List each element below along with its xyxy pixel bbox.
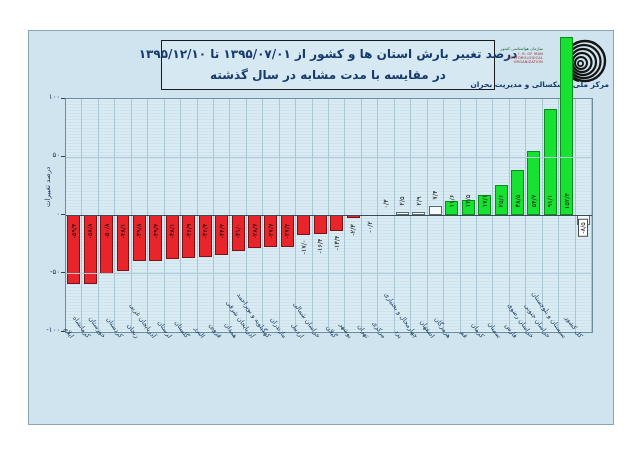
bar-value-label: -۳۶/۴ bbox=[201, 223, 210, 239]
plot-area: -۵۹/۴ ایلام -۵۸/۸ کرمانشاه -۵۰/۸ خوزستان -۴۸/۱… bbox=[62, 37, 593, 340]
bar-value-label: -۴۸/۱ bbox=[119, 223, 128, 239]
x-tick-label: یزد bbox=[392, 328, 404, 340]
bar bbox=[461, 200, 475, 215]
bar-value-label: ۲/۹ bbox=[414, 196, 423, 206]
y-tick-label: -۱۰۰ bbox=[46, 326, 60, 334]
y-tick-mark bbox=[61, 330, 65, 332]
bar-value-label: ۱۱/۶ bbox=[447, 194, 456, 208]
bar-value-label: -۵۰/۸ bbox=[102, 223, 111, 239]
y-tick-mark bbox=[61, 214, 65, 215]
logo-small-en2: METEOROLOGICAL bbox=[507, 55, 543, 60]
bar bbox=[478, 195, 492, 215]
logo-caption: مرکز ملی خشکسالی و مدیریت بحران bbox=[470, 80, 609, 89]
organization-logo: سازمان هواشناسی کشور I. R. OF IRAN METEO… bbox=[484, 37, 609, 95]
bar bbox=[297, 215, 311, 235]
y-axis-title: درصد تغییرات bbox=[44, 166, 52, 207]
bar bbox=[395, 212, 409, 215]
bar-value-label: ۱۲/۵ bbox=[464, 194, 473, 208]
x-tick-label: همدان bbox=[223, 320, 240, 340]
bar-value-label: ۱۵۲/۴ bbox=[562, 192, 571, 210]
bar bbox=[445, 201, 459, 215]
y-tick-mark bbox=[61, 155, 65, 157]
y-tick-label: ۱۰۰ bbox=[48, 93, 60, 101]
bar-value-label: -۲/۳ bbox=[349, 223, 358, 236]
bar-value-label: -۳۹/۴ bbox=[151, 223, 160, 239]
chart-title-box: درصد تغییر بارش استان ها و کشور از ۱۳۹۵/… bbox=[139, 40, 517, 90]
x-tick-label: البرز bbox=[193, 324, 207, 340]
bar bbox=[330, 215, 344, 231]
x-tick-label: زنجان bbox=[125, 321, 141, 340]
x-tick-label: قم bbox=[458, 328, 470, 340]
bar-value-label: -۳۹/۸ bbox=[135, 223, 144, 239]
chart-title-line1: درصد تغییر بارش استان ها و کشور از ۱۳۹۵/… bbox=[138, 47, 518, 61]
logo-small-en3: ORGANIZATION bbox=[513, 59, 543, 64]
y-tick-label: ۰ bbox=[56, 209, 60, 218]
x-tick-label: کرمان bbox=[469, 321, 487, 340]
bar-value-label: ۱۷/۱ bbox=[480, 194, 489, 208]
spiral-logo-icon bbox=[563, 39, 607, 83]
bar bbox=[494, 185, 508, 215]
bar-value-label: ۳۸/۵ bbox=[513, 194, 522, 208]
y-tick-label: -۵۰ bbox=[49, 267, 60, 276]
bar-value-label: -۱۶/۴ bbox=[316, 238, 325, 254]
logo-small-en1: I. R. OF IRAN bbox=[518, 51, 543, 56]
bar-value-label: -۱۷/۰ bbox=[299, 239, 308, 255]
x-tick-label: تهران bbox=[355, 322, 372, 340]
bar-value-label: -۵۹/۴ bbox=[69, 223, 78, 239]
x-tick-label: ایلام bbox=[62, 325, 76, 340]
bar-value-label: -۳۴/۲ bbox=[217, 223, 226, 239]
y-tick-mark bbox=[61, 97, 65, 99]
bar bbox=[511, 170, 524, 215]
bar-value-label: -۲۸/۷ bbox=[250, 223, 259, 239]
bar-value-label: -۸/۵ bbox=[578, 219, 589, 237]
x-tick-label: گیلان bbox=[323, 323, 339, 340]
bar-value-label: ۲/۵ bbox=[398, 196, 407, 206]
zero-axis-line bbox=[66, 215, 592, 216]
bar-value-label: -۲۷/۲ bbox=[283, 223, 292, 239]
bar-value-label: -۵۸/۸ bbox=[86, 223, 95, 239]
x-tick-label: بوشهر bbox=[338, 320, 355, 340]
bar bbox=[527, 151, 541, 215]
bar-value-label: ۷/۴ bbox=[431, 190, 440, 200]
y-tick-label: ۵۰ bbox=[52, 151, 60, 160]
bar bbox=[560, 37, 574, 215]
bar-value-label: -۳۸/۱ bbox=[168, 223, 177, 239]
bar bbox=[543, 108, 557, 215]
bar-value-label: -۳۱/۰ bbox=[234, 223, 243, 239]
bar bbox=[313, 215, 327, 235]
bar-value-label: -۱۳/۴ bbox=[332, 235, 341, 251]
gridline bbox=[66, 156, 592, 158]
bar-value-label: -۰/۲ bbox=[365, 221, 374, 233]
x-tick-label: اردبیل bbox=[289, 321, 306, 340]
bar-value-label: ۲۵/۶ bbox=[497, 194, 506, 208]
bar-value-label: ۹۱/۱ bbox=[546, 194, 555, 208]
chart-title-line2: در مقایسه با مدت مشابه در سال گذشته bbox=[210, 68, 446, 82]
bar bbox=[412, 211, 426, 215]
bar bbox=[428, 206, 442, 215]
gridline bbox=[66, 273, 592, 275]
chart-panel: درصد تغییر بارش استان ها و کشور از ۱۳۹۵/… bbox=[28, 30, 614, 425]
bar-value-label: ۰/۳ bbox=[382, 199, 391, 209]
logo-small-text: سازمان هواشناسی کشور I. R. OF IRAN METEO… bbox=[487, 46, 543, 64]
bar-value-label: ۵۴/۷ bbox=[529, 194, 538, 208]
bar-value-label: -۲۷/۷ bbox=[266, 223, 275, 239]
logo-small-fa: سازمان هواشناسی کشور bbox=[500, 46, 543, 51]
bar-value-label: -۳۶/۹ bbox=[184, 223, 193, 239]
y-tick-mark bbox=[61, 272, 65, 274]
x-tick-label: فارس bbox=[503, 321, 520, 340]
